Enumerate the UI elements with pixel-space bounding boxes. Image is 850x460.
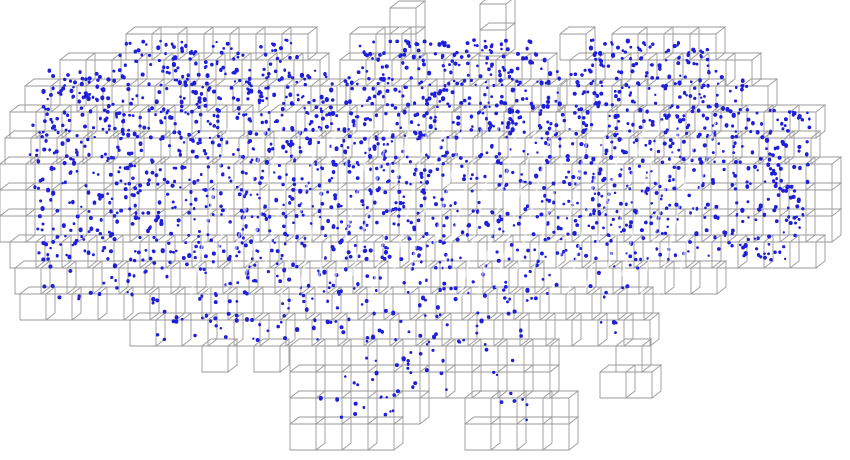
voxel-cubes	[0, 0, 843, 451]
point-cloud	[28, 38, 812, 422]
scan-row-streaks	[189, 119, 717, 301]
cloud-points	[28, 38, 812, 422]
voxel-grid	[0, 0, 843, 451]
